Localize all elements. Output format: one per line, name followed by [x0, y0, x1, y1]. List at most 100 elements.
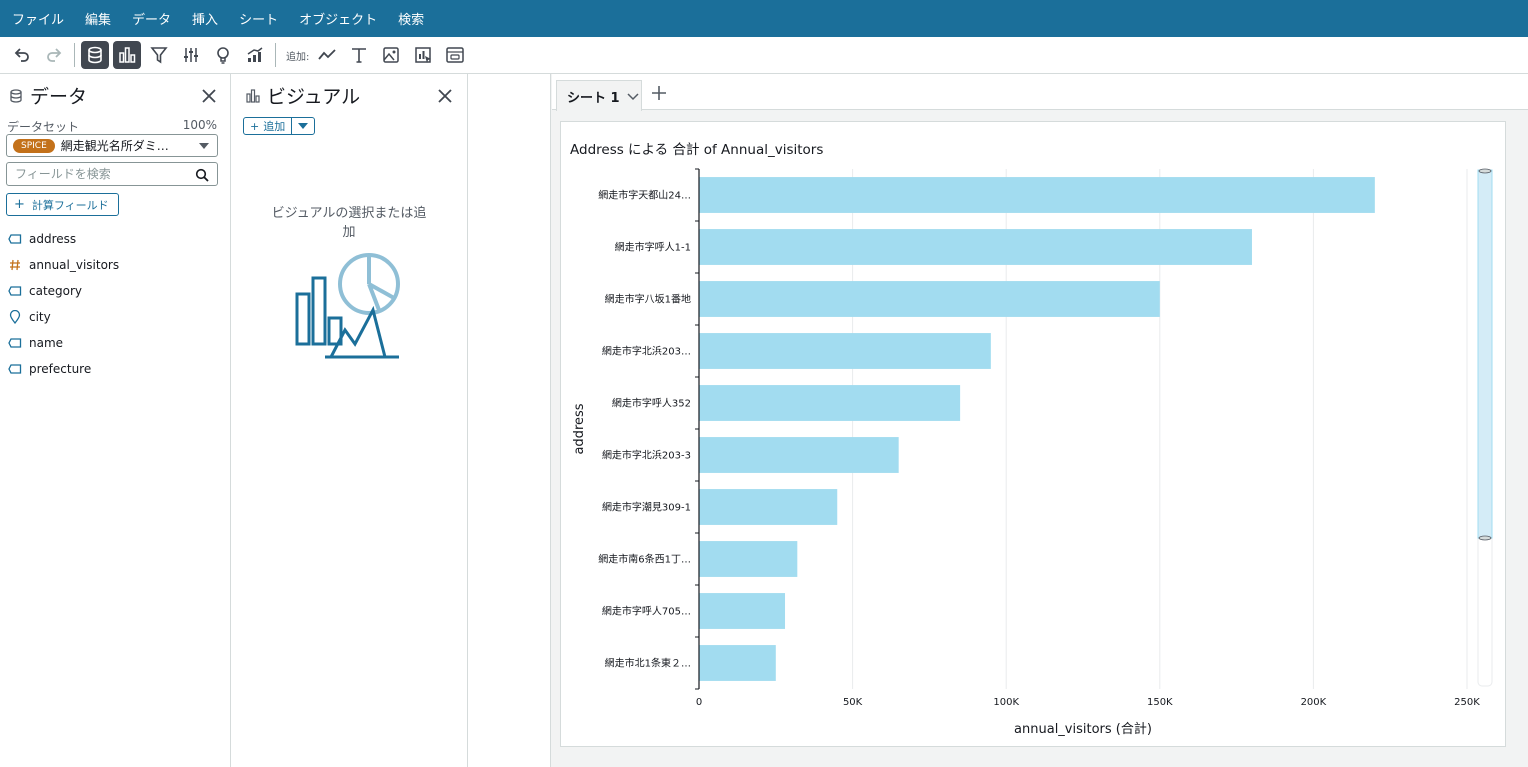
- category-label: 網走市南6条西1丁…: [598, 553, 691, 566]
- category-label: 網走市字北浜203…: [602, 345, 691, 358]
- bar-chart-icon: [246, 88, 260, 103]
- field-item-annual-visitors[interactable]: annual_visitors: [8, 252, 119, 278]
- bar[interactable]: [699, 593, 786, 629]
- caret-down-icon: [199, 143, 209, 149]
- bar[interactable]: [699, 645, 776, 681]
- menu-insert[interactable]: 挿入: [192, 13, 219, 28]
- menu-sheet[interactable]: シート: [239, 13, 279, 28]
- database-icon[interactable]: [81, 41, 109, 69]
- field-search-input[interactable]: [6, 162, 218, 186]
- field-item-address[interactable]: address: [8, 226, 119, 252]
- x-tick-label: 200K: [1301, 697, 1327, 708]
- x-tick-label: 100K: [993, 697, 1019, 708]
- data-panel: データ データセット 100% SPICE 網走観光名所ダミ… + 計算フィール…: [0, 74, 231, 767]
- menu-data[interactable]: データ: [132, 13, 172, 28]
- scroll-handle-bottom[interactable]: [1478, 535, 1492, 541]
- dataset-label: データセット: [7, 120, 80, 134]
- menu-bar: ファイル 編集 データ 挿入 シート オブジェクト 検索: [0, 0, 1528, 37]
- bar[interactable]: [699, 333, 991, 369]
- forecast-icon[interactable]: [241, 41, 269, 69]
- lightbulb-icon[interactable]: [209, 41, 237, 69]
- dimension-tag-icon: [8, 284, 22, 298]
- bar[interactable]: [699, 385, 961, 421]
- field-item-prefecture[interactable]: prefecture: [8, 356, 119, 382]
- add-label: 追加:: [286, 51, 310, 63]
- filter-icon[interactable]: [145, 41, 173, 69]
- tab-sheet-1[interactable]: シート 1: [556, 80, 642, 111]
- redo-icon[interactable]: [40, 41, 68, 69]
- add-visual-button[interactable]: + 追加: [244, 118, 293, 134]
- image-icon[interactable]: [377, 41, 405, 69]
- bar[interactable]: [699, 489, 838, 525]
- chart-svg: 0 50K 100K 150K 200K 250K 網走市字天都山24… 網走市字呼人1-1 網…: [572, 168, 1493, 737]
- line-chart-icon[interactable]: [313, 41, 341, 69]
- bar[interactable]: [699, 281, 1160, 317]
- close-icon[interactable]: [436, 87, 454, 105]
- measure-hash-icon: [8, 258, 22, 272]
- field-name: category: [29, 284, 83, 298]
- category-label: 網走市字呼人352: [612, 397, 691, 410]
- add-sheet-icon[interactable]: [650, 84, 668, 102]
- bar-chart-visual[interactable]: Address による 合計 of Annual_visitors 0 50K 10…: [560, 121, 1506, 747]
- visuals-illustration: [295, 253, 400, 359]
- data-panel-header: データ: [8, 82, 87, 109]
- chart-title: Address による 合計 of Annual_visitors: [570, 142, 824, 158]
- field-item-name[interactable]: name: [8, 330, 119, 356]
- menu-search[interactable]: 検索: [398, 13, 425, 28]
- scroll-handle-top[interactable]: [1478, 168, 1492, 174]
- undo-icon[interactable]: [8, 41, 36, 69]
- bar[interactable]: [699, 437, 899, 473]
- field-item-category[interactable]: category: [8, 278, 119, 304]
- toolbar: 追加:: [0, 37, 1528, 74]
- geo-pin-icon: [8, 310, 22, 324]
- x-axis-title: annual_visitors (合計): [1014, 721, 1152, 737]
- add-visual-split-button: + 追加: [243, 117, 316, 135]
- category-label: 網走市字北浜203-3: [602, 449, 691, 462]
- menu-edit[interactable]: 編集: [85, 13, 112, 28]
- dataset-name: 網走観光名所ダミ…: [60, 139, 169, 153]
- sheet-tab-label: シート 1: [567, 90, 620, 106]
- field-item-city[interactable]: city: [8, 304, 119, 330]
- chevron-down-icon[interactable]: [627, 92, 639, 102]
- dimension-tag-icon: [8, 362, 22, 376]
- search-icon[interactable]: [195, 168, 209, 182]
- text-icon[interactable]: [345, 41, 373, 69]
- canvas-gutter: [468, 74, 551, 767]
- category-label: 網走市字呼人705…: [602, 605, 691, 618]
- dataset-dropdown[interactable]: SPICE 網走観光名所ダミ…: [6, 134, 218, 157]
- category-label: 網走市字呼人1-1: [615, 241, 691, 254]
- field-name: annual_visitors: [29, 258, 120, 272]
- bar[interactable]: [699, 229, 1252, 265]
- menu-object[interactable]: オブジェクト: [299, 13, 378, 28]
- add-visual-label: 追加: [263, 120, 286, 133]
- bar-chart-icon[interactable]: [113, 41, 141, 69]
- spice-badge: SPICE: [13, 138, 55, 153]
- bar[interactable]: [699, 177, 1375, 213]
- x-tick-label: 150K: [1147, 697, 1173, 708]
- x-tick-label: 0: [696, 697, 702, 708]
- embed-icon[interactable]: [441, 41, 469, 69]
- plus-icon: +: [14, 197, 25, 212]
- add-visual-dropdown[interactable]: [292, 118, 314, 134]
- category-label: 網走市字天都山24…: [598, 189, 691, 202]
- chart-scrollbar-thumb[interactable]: [1477, 169, 1493, 539]
- x-tick-label: 50K: [843, 697, 863, 708]
- add-calculated-field-button[interactable]: + 計算フィールド: [6, 193, 119, 216]
- close-icon[interactable]: [200, 87, 218, 105]
- dimension-tag-icon: [8, 336, 22, 350]
- sliders-icon[interactable]: [177, 41, 205, 69]
- dataset-percent: 100%: [182, 118, 217, 132]
- sheet-tabs-bar: シート 1: [552, 74, 1528, 111]
- visual-panel-title: ビジュアル: [267, 86, 361, 108]
- field-list: address annual_visitors category city na…: [8, 226, 119, 382]
- plus-icon: +: [250, 119, 260, 133]
- sheet-canvas: シート 1 Address による 合計 of Annual_visitors …: [468, 74, 1528, 767]
- chart-cursor-icon[interactable]: [409, 41, 437, 69]
- bar[interactable]: [699, 541, 798, 577]
- field-name: prefecture: [29, 362, 92, 376]
- caret-down-icon: [298, 123, 309, 129]
- empty-visual-message: ビジュアルの選択または追加: [271, 206, 427, 240]
- field-name: address: [29, 232, 77, 246]
- menu-file[interactable]: ファイル: [12, 13, 65, 28]
- category-label: 網走市字潮見309-1: [602, 501, 691, 514]
